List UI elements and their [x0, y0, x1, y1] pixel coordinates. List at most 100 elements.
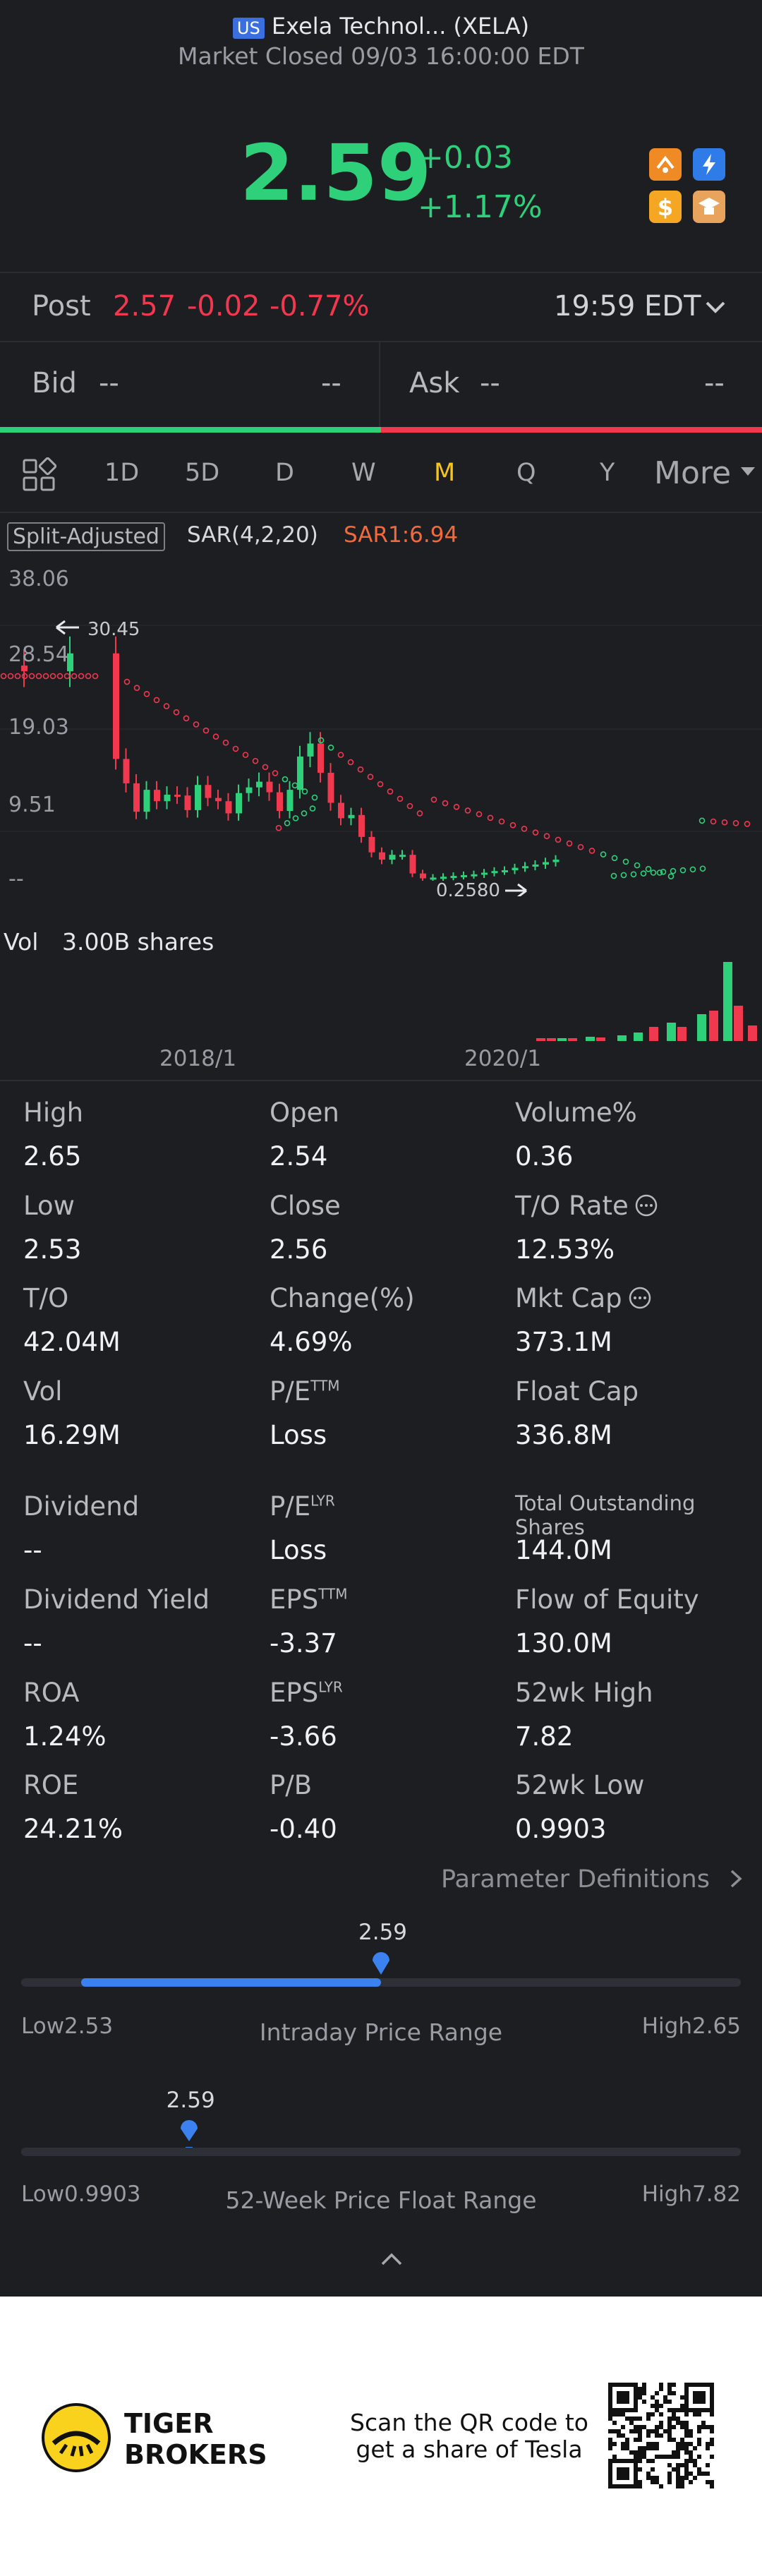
- post-label: Post: [32, 290, 91, 323]
- sar-dot: [173, 709, 180, 716]
- week52-low: Low0.9903: [21, 2181, 141, 2207]
- intraday-high-value: 2.65: [691, 2014, 741, 2039]
- sar-dot: [699, 865, 706, 872]
- sar-dot: [153, 697, 160, 704]
- tab-period[interactable]: 1D: [104, 459, 140, 487]
- sar-dot: [301, 788, 308, 795]
- more-tab[interactable]: More: [654, 455, 732, 491]
- volume-label: Vol: [4, 928, 39, 956]
- stock-title-row[interactable]: US Exela Technol... (XELA): [0, 13, 762, 40]
- sar-dot: [143, 691, 150, 697]
- intraday-track: [21, 1978, 741, 1987]
- candle: [154, 790, 160, 802]
- sar-dot: [430, 796, 437, 803]
- tab-period[interactable]: M: [434, 459, 456, 487]
- stat-label: ROA: [23, 1678, 80, 1708]
- candle: [297, 756, 303, 790]
- candle: [481, 872, 488, 875]
- stat-label: EPSLYR: [270, 1678, 343, 1708]
- sar-dot: [284, 819, 291, 826]
- sar-dot: [301, 810, 308, 817]
- post-market-row[interactable]: Post 2.57 -0.02 -0.77% 19:59 EDT: [0, 273, 762, 341]
- sar-dot: [660, 869, 667, 875]
- sar-dot: [600, 851, 607, 857]
- sar-dot: [610, 872, 617, 879]
- sar-dot: [630, 871, 637, 878]
- week52-low-label: Low: [21, 2181, 65, 2207]
- bid-size: --: [321, 367, 341, 399]
- dollar-icon[interactable]: $: [649, 191, 682, 223]
- left-arrow-icon: [56, 620, 79, 635]
- price-chart[interactable]: 38.06 28.54 19.03 9.51 -- 30.45 0.2580: [0, 565, 762, 896]
- sar-dot: [442, 800, 449, 807]
- info-icon[interactable]: [628, 1286, 652, 1310]
- stock-title: Exela Technol... (XELA): [271, 13, 530, 40]
- stat-value: 144.0M: [515, 1535, 612, 1565]
- sar-dot: [222, 740, 229, 746]
- layout-grid-icon[interactable]: [21, 457, 56, 493]
- volume-bar: [748, 1025, 757, 1041]
- tab-period[interactable]: W: [351, 459, 376, 487]
- candle: [123, 759, 130, 783]
- location-pin-icon: [373, 1952, 389, 1975]
- sar-dot: [689, 866, 696, 873]
- stat-value: 0.9903: [515, 1814, 607, 1844]
- tab-period[interactable]: D: [275, 459, 294, 487]
- candle: [266, 781, 273, 793]
- price-change-pct: +1.17%: [418, 189, 543, 225]
- tab-period[interactable]: 5D: [185, 459, 220, 487]
- sar-dot: [622, 858, 629, 865]
- stat-value: 1.24%: [23, 1721, 107, 1752]
- stat-label: EPSTTM: [270, 1584, 348, 1615]
- stat-label: P/B: [270, 1770, 312, 1800]
- sar-dot: [202, 727, 210, 734]
- volume-bar: [547, 1038, 556, 1041]
- stat-label-text: Total Outstanding Shares: [515, 1491, 696, 1539]
- education-icon[interactable]: [693, 191, 725, 223]
- volume-bar: [667, 1023, 676, 1041]
- stat-value: --: [23, 1628, 42, 1659]
- brand-line-2: BROKERS: [124, 2439, 267, 2470]
- stat-label-text: Change(%): [270, 1283, 415, 1313]
- x-tick-label: 2020/1: [464, 1046, 542, 1071]
- lightning-icon[interactable]: [693, 148, 725, 181]
- week52-high-value: 7.82: [691, 2181, 741, 2207]
- market-status: Market Closed 09/03 16:00:00 EDT: [178, 42, 584, 70]
- chevron-right-icon: [730, 1870, 742, 1888]
- stat-label: Total Outstanding Shares: [515, 1491, 762, 1539]
- chevron-up-icon[interactable]: [380, 2251, 404, 2267]
- candle: [236, 793, 242, 814]
- sar-dot: [377, 781, 384, 788]
- split-adjusted-toggle[interactable]: Split-Adjusted: [7, 522, 165, 551]
- tab-period[interactable]: Y: [600, 459, 615, 487]
- intraday-low-value: 2.53: [64, 2014, 114, 2039]
- sar-dot: [667, 873, 675, 879]
- volume-bar: [649, 1027, 658, 1041]
- parameter-definitions-link[interactable]: Parameter Definitions: [441, 1865, 746, 1894]
- parameter-definitions-label: Parameter Definitions: [441, 1865, 710, 1894]
- sar-dot: [367, 774, 374, 780]
- stat-value: 2.56: [270, 1234, 328, 1265]
- chevron-down-icon[interactable]: [704, 300, 727, 315]
- sar-dot: [532, 829, 539, 836]
- sar-dot: [252, 757, 259, 764]
- stat-label: Dividend: [23, 1491, 139, 1522]
- volume-bar: [709, 1011, 718, 1041]
- stat-value: 2.65: [23, 1141, 82, 1172]
- stat-label-text: High: [23, 1097, 84, 1128]
- info-icon[interactable]: [634, 1193, 658, 1217]
- stat-label-text: Low: [23, 1191, 75, 1221]
- stat-value: 16.29M: [23, 1420, 121, 1450]
- sar-dot: [183, 715, 190, 722]
- sar-dot: [291, 782, 298, 789]
- intraday-fill: [81, 1978, 381, 1987]
- sar-dot: [309, 805, 316, 812]
- stat-value: 42.04M: [23, 1327, 121, 1357]
- sar-dot: [318, 737, 325, 744]
- volume-value: 3.00B shares: [62, 928, 214, 956]
- y-tick-label: 38.06: [8, 567, 69, 591]
- tab-period[interactable]: Q: [516, 459, 536, 487]
- sar-indicator-label[interactable]: SAR(4,2,20): [187, 522, 318, 548]
- options-icon[interactable]: [649, 148, 682, 181]
- sar-dot: [509, 821, 516, 829]
